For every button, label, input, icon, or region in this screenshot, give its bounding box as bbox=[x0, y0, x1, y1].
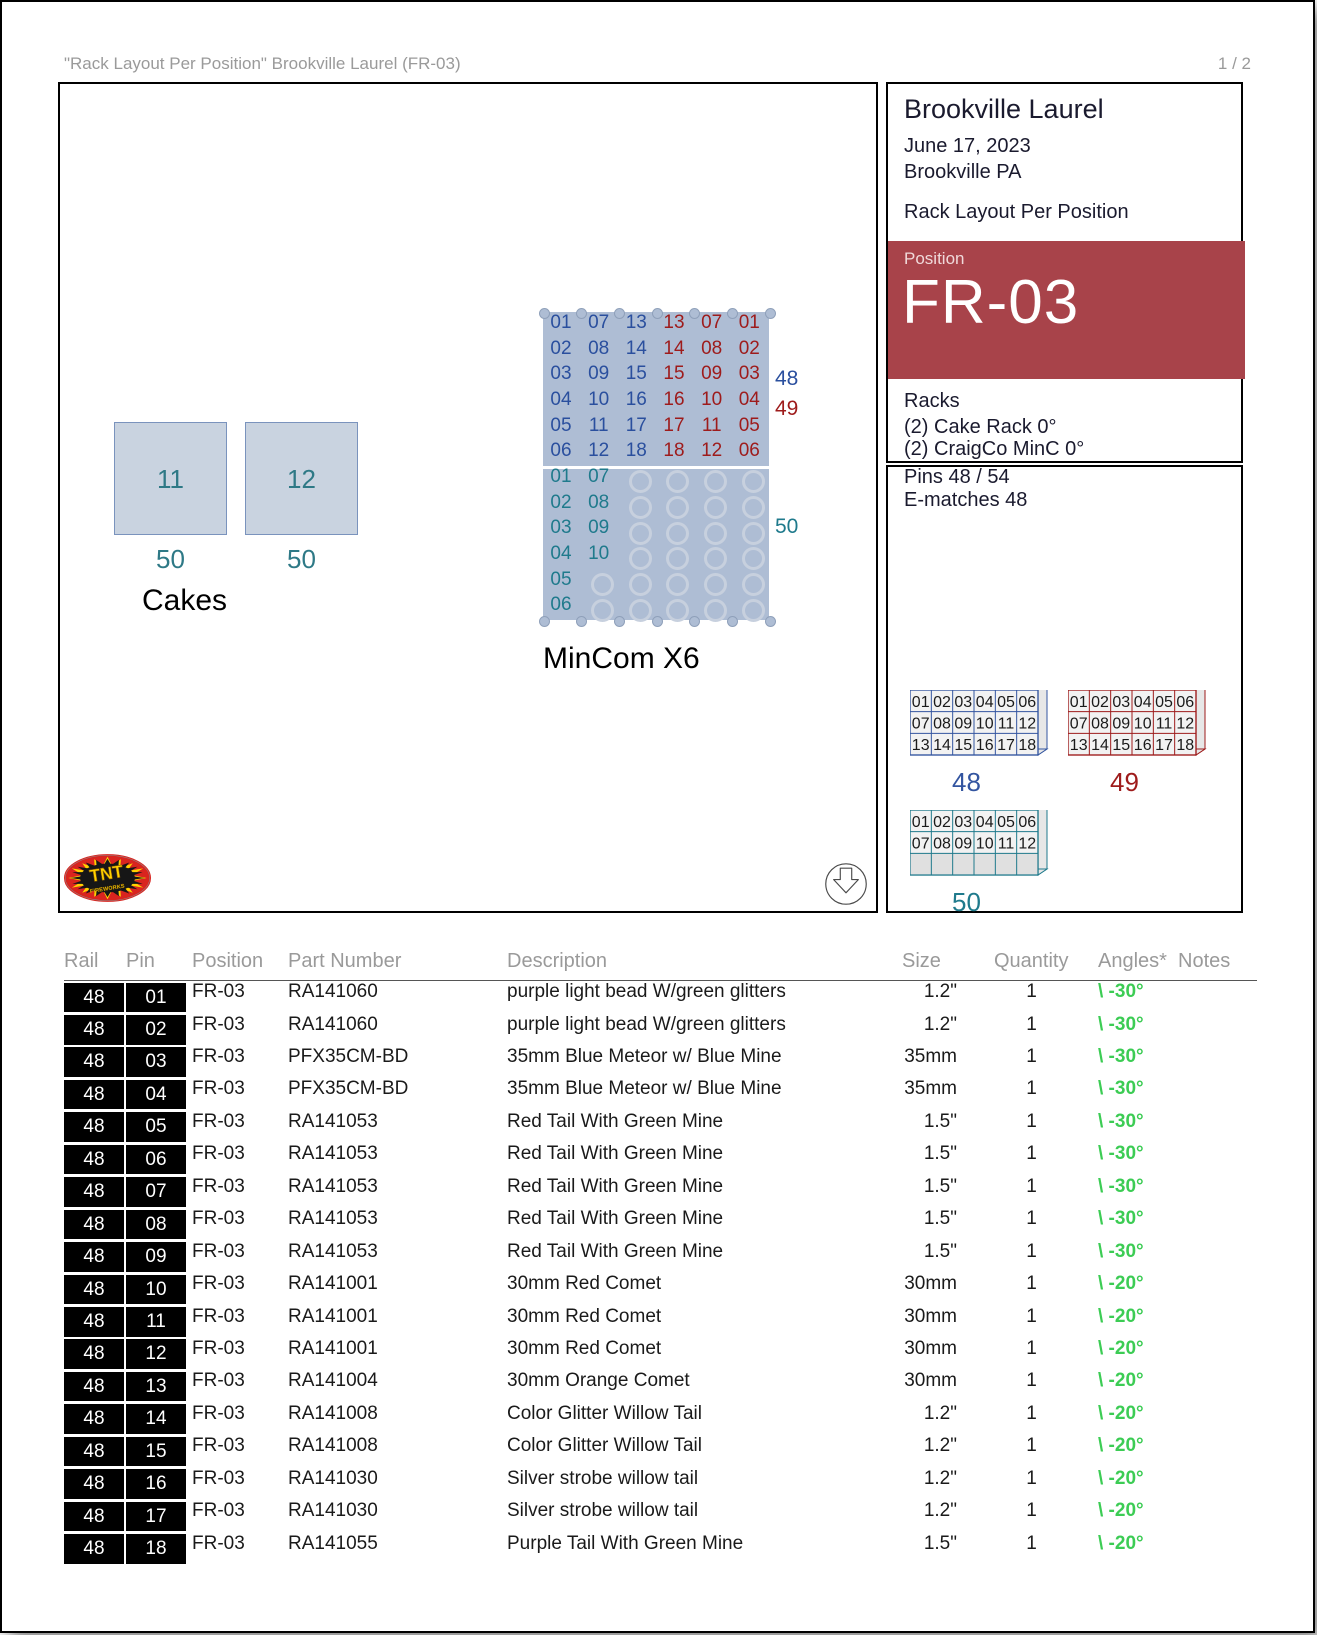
svg-text:10: 10 bbox=[976, 836, 994, 853]
svg-text:08: 08 bbox=[933, 836, 951, 853]
svg-text:18: 18 bbox=[1018, 737, 1036, 754]
svg-text:01: 01 bbox=[912, 814, 930, 831]
svg-text:01: 01 bbox=[1070, 694, 1088, 711]
svg-text:09: 09 bbox=[954, 836, 972, 853]
svg-text:03: 03 bbox=[954, 814, 972, 831]
svg-text:04: 04 bbox=[976, 814, 994, 831]
svg-text:02: 02 bbox=[933, 814, 951, 831]
svg-text:18: 18 bbox=[1176, 737, 1194, 754]
svg-text:02: 02 bbox=[933, 694, 951, 711]
svg-text:05: 05 bbox=[997, 814, 1015, 831]
svg-text:06: 06 bbox=[1018, 694, 1036, 711]
svg-text:15: 15 bbox=[954, 737, 972, 754]
svg-text:08: 08 bbox=[1091, 716, 1109, 733]
svg-text:06: 06 bbox=[1018, 814, 1036, 831]
svg-text:13: 13 bbox=[912, 737, 930, 754]
svg-text:10: 10 bbox=[976, 716, 994, 733]
svg-text:06: 06 bbox=[1176, 694, 1194, 711]
svg-text:11: 11 bbox=[998, 836, 1015, 853]
svg-text:14: 14 bbox=[1091, 737, 1109, 754]
svg-text:11: 11 bbox=[1156, 716, 1173, 733]
svg-text:09: 09 bbox=[1112, 716, 1130, 733]
svg-text:04: 04 bbox=[1134, 694, 1152, 711]
svg-text:12: 12 bbox=[1018, 836, 1036, 853]
svg-text:07: 07 bbox=[1070, 716, 1088, 733]
svg-text:16: 16 bbox=[976, 737, 994, 754]
svg-text:15: 15 bbox=[1112, 737, 1130, 754]
svg-text:07: 07 bbox=[912, 716, 930, 733]
svg-text:12: 12 bbox=[1176, 716, 1194, 733]
svg-text:08: 08 bbox=[933, 716, 951, 733]
svg-text:16: 16 bbox=[1134, 737, 1152, 754]
svg-text:01: 01 bbox=[912, 694, 930, 711]
svg-text:04: 04 bbox=[976, 694, 994, 711]
svg-text:05: 05 bbox=[997, 694, 1015, 711]
svg-text:13: 13 bbox=[1070, 737, 1088, 754]
svg-text:14: 14 bbox=[933, 737, 951, 754]
svg-text:07: 07 bbox=[912, 836, 930, 853]
svg-text:17: 17 bbox=[1155, 737, 1173, 754]
svg-text:03: 03 bbox=[1112, 694, 1130, 711]
svg-text:11: 11 bbox=[998, 716, 1015, 733]
svg-text:05: 05 bbox=[1155, 694, 1173, 711]
svg-text:17: 17 bbox=[997, 737, 1015, 754]
svg-text:12: 12 bbox=[1018, 716, 1036, 733]
svg-text:02: 02 bbox=[1091, 694, 1109, 711]
svg-text:10: 10 bbox=[1134, 716, 1152, 733]
svg-text:03: 03 bbox=[954, 694, 972, 711]
svg-text:09: 09 bbox=[954, 716, 972, 733]
